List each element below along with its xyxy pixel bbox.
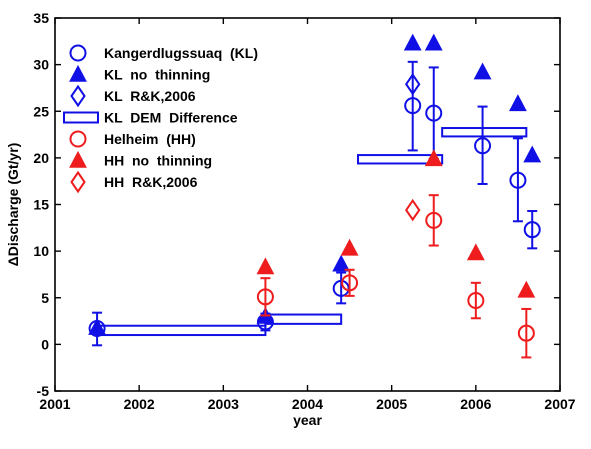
x-tick-label: 2005 xyxy=(376,396,407,412)
hh-no-thinning-point xyxy=(256,257,275,275)
kl-no-thinning-point xyxy=(403,33,422,51)
dem-difference-box xyxy=(96,324,267,337)
y-tick-label: 30 xyxy=(33,57,49,73)
legend-marker-rect xyxy=(63,111,99,124)
hh-no-thinning-point xyxy=(340,238,359,256)
y-tick-label: 0 xyxy=(41,336,49,352)
kl-no-thinning-point xyxy=(473,62,492,80)
legend-label: KL R&K,2006 xyxy=(104,88,196,104)
x-tick-label: 2003 xyxy=(208,396,239,412)
kl-r-k-2006-point xyxy=(404,72,421,96)
hh-no-thinning-point xyxy=(424,149,443,167)
kangerdlugssuaq-kl-point xyxy=(509,171,527,189)
kl-no-thinning-point xyxy=(424,33,443,51)
legend-marker-circle xyxy=(69,44,87,62)
dem-difference-box xyxy=(441,127,528,138)
y-tick-label: 10 xyxy=(33,243,49,259)
legend-marker-diamond xyxy=(70,84,86,108)
kl-no-thinning-point xyxy=(509,94,527,112)
legend-label: HH no thinning xyxy=(104,153,212,169)
hh-r-k-2006-point xyxy=(404,198,421,222)
legend-marker-circle xyxy=(69,130,87,148)
y-tick-label: 15 xyxy=(33,197,49,213)
kl-no-thinning-point xyxy=(523,145,542,163)
y-tick-label: -5 xyxy=(37,383,50,399)
legend-label: Kangerdlugssuaq (KL) xyxy=(104,45,258,61)
legend-label: Helheim (HH) xyxy=(104,131,196,147)
dem-difference-box xyxy=(264,313,343,325)
kangerdlugssuaq-kl-point xyxy=(474,137,492,155)
legend: Kangerdlugssuaq (KL) KL no thinning KL R&K… xyxy=(63,44,258,194)
helheim-hh-point xyxy=(517,324,535,342)
y-tick-label: 20 xyxy=(33,150,49,166)
kangerdlugssuaq-kl-point xyxy=(523,221,541,239)
x-tick-label: 2006 xyxy=(460,396,491,412)
helheim-hh-point xyxy=(256,288,274,306)
legend-label: KL DEM Difference xyxy=(104,110,238,126)
legend-marker-triangle xyxy=(69,64,87,82)
y-tick-label: 5 xyxy=(41,290,49,306)
dem-difference-box xyxy=(357,154,444,165)
x-tick-label: 2004 xyxy=(292,396,323,412)
kl-no-thinning-point xyxy=(332,254,351,272)
hh-no-thinning-point xyxy=(517,280,536,298)
x-axis-label: year xyxy=(293,412,322,428)
y-axis-label: ΔDischarge (Gt/yr) xyxy=(5,143,21,267)
legend-label: KL no thinning xyxy=(104,67,210,83)
hh-no-thinning-point xyxy=(466,243,485,261)
legend-marker-triangle xyxy=(69,150,87,168)
x-tick-label: 2002 xyxy=(124,396,155,412)
helheim-hh-point xyxy=(467,292,485,310)
helheim-hh-point xyxy=(341,274,359,292)
helheim-hh-point xyxy=(425,211,443,229)
x-tick-label: 2001 xyxy=(39,396,70,412)
kangerdlugssuaq-kl-point xyxy=(404,97,422,115)
x-tick-label: 2007 xyxy=(544,396,575,412)
y-tick-label: 35 xyxy=(33,10,49,26)
legend-label: HH R&K,2006 xyxy=(104,174,198,190)
legend-marker-diamond xyxy=(70,170,86,194)
kangerdlugssuaq-kl-point xyxy=(425,104,443,122)
y-tick-label: 25 xyxy=(33,103,49,119)
